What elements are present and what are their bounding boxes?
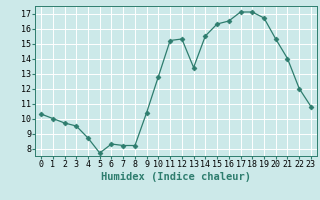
X-axis label: Humidex (Indice chaleur): Humidex (Indice chaleur) (101, 172, 251, 182)
